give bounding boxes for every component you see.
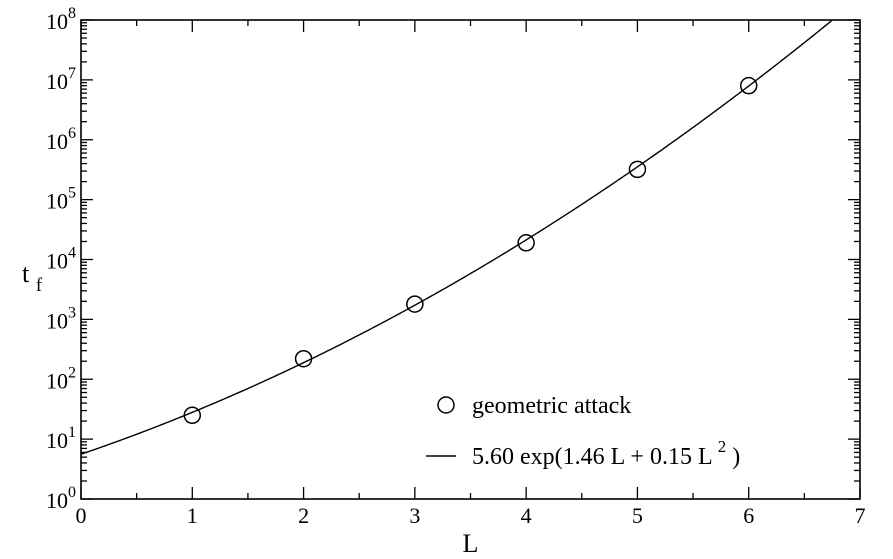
x-tick-label: 7 [855, 503, 866, 528]
y-tick-label: 104 [46, 245, 76, 274]
legend-fit-formula-main: 5.60 exp(1.46 L + 0.15 L [472, 444, 712, 470]
data-markers [183, 76, 758, 425]
x-tick-label: 4 [521, 503, 532, 528]
y-tick-label: 107 [46, 65, 76, 94]
y-axis-title-subscript: f [36, 275, 43, 296]
x-tick-label: 0 [76, 503, 87, 528]
y-tick-label: 105 [46, 185, 76, 214]
data-point-circle [406, 295, 424, 313]
fit-curve-group [80, 19, 833, 455]
y-axis-title-base: t [22, 259, 30, 288]
y-tick-label: 106 [46, 125, 76, 154]
y-tick-label: 100 [46, 484, 76, 513]
x-tick-label: 6 [743, 503, 754, 528]
legend-fit-formula-exponent: 2 [718, 437, 727, 456]
y-tick-label: 102 [46, 364, 76, 393]
legend-label-geometric-attack: geometric attack [472, 393, 631, 419]
fit-curve-line [80, 19, 833, 455]
y-tick-label: 101 [46, 424, 76, 453]
plot-frame [80, 19, 861, 500]
x-tick-label: 2 [298, 503, 309, 528]
x-axis-title: L [463, 529, 479, 558]
data-point-circle [517, 234, 535, 252]
data-point-circle [739, 76, 758, 95]
x-tick-labels: 0 1 2 3 4 5 6 7 [76, 503, 866, 528]
legend-fit-formula-close: ) [732, 444, 740, 470]
x-tick-label: 1 [187, 503, 198, 528]
y-tick-label: 103 [46, 304, 76, 333]
x-tick-label: 3 [409, 503, 420, 528]
y-axis-title: t f [22, 259, 43, 296]
data-point-circle [294, 349, 313, 368]
legend-marker-circle [437, 396, 455, 414]
legend: geometric attack 5.60 exp(1.46 L + 0.15 … [426, 393, 740, 470]
legend-label-fit: 5.60 exp(1.46 L + 0.15 L 2 ) [472, 432, 740, 470]
tick-marks [80, 19, 861, 500]
data-point-circle [628, 160, 647, 179]
y-tick-labels: 100 101 102 103 104 105 106 107 108 [46, 5, 76, 513]
data-point-circle [183, 406, 202, 425]
x-tick-label: 5 [632, 503, 643, 528]
y-tick-label: 108 [46, 5, 76, 34]
